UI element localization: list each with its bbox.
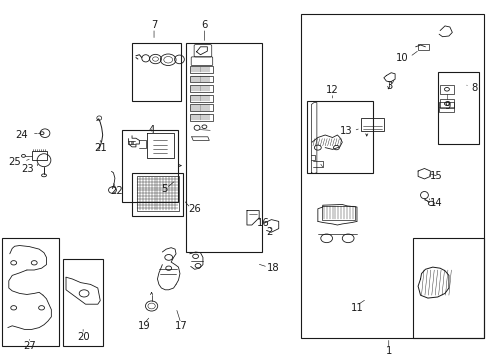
Bar [137, 176, 179, 211]
Text: 27: 27 [23, 341, 36, 351]
Bar [2, 238, 59, 346]
Bar [132, 173, 183, 216]
Bar [62, 259, 102, 346]
Text: 11: 11 [350, 303, 363, 313]
Bar [321, 206, 354, 220]
Text: 20: 20 [77, 332, 89, 342]
Text: 23: 23 [21, 164, 34, 174]
Text: 2: 2 [266, 227, 272, 237]
Text: 10: 10 [395, 53, 407, 63]
Bar [412, 238, 483, 338]
Text: 14: 14 [429, 198, 442, 208]
Text: 6: 6 [201, 20, 207, 30]
Bar [300, 14, 483, 338]
Text: 4: 4 [148, 125, 154, 135]
Bar [438, 102, 453, 112]
Text: 19: 19 [138, 321, 150, 331]
Bar [189, 104, 213, 111]
Text: 22: 22 [110, 186, 122, 196]
Text: 3: 3 [386, 81, 392, 91]
Text: 9: 9 [443, 101, 449, 111]
Text: 17: 17 [174, 321, 187, 331]
Text: 13: 13 [339, 126, 351, 136]
Text: 12: 12 [325, 85, 338, 95]
Bar [132, 43, 181, 101]
Bar [189, 76, 213, 82]
Bar [122, 130, 178, 202]
Text: 7: 7 [150, 20, 157, 30]
Bar [439, 85, 453, 94]
Bar [360, 118, 384, 131]
Bar [185, 43, 261, 252]
Text: 26: 26 [188, 204, 201, 214]
Text: 21: 21 [94, 143, 106, 153]
Text: 16: 16 [256, 218, 269, 228]
Text: 25: 25 [8, 157, 20, 167]
Bar [189, 66, 213, 73]
Bar [32, 151, 47, 160]
Bar [189, 114, 213, 121]
Bar [306, 101, 372, 173]
Text: 15: 15 [429, 171, 442, 181]
Text: 8: 8 [470, 83, 476, 93]
Bar [189, 95, 213, 102]
Text: 18: 18 [266, 263, 279, 273]
Bar [189, 85, 213, 92]
Text: 5: 5 [161, 184, 167, 194]
Text: 1: 1 [385, 346, 391, 356]
Bar [439, 99, 453, 108]
Bar [417, 44, 428, 50]
Text: 24: 24 [16, 130, 28, 140]
Bar [437, 72, 478, 144]
